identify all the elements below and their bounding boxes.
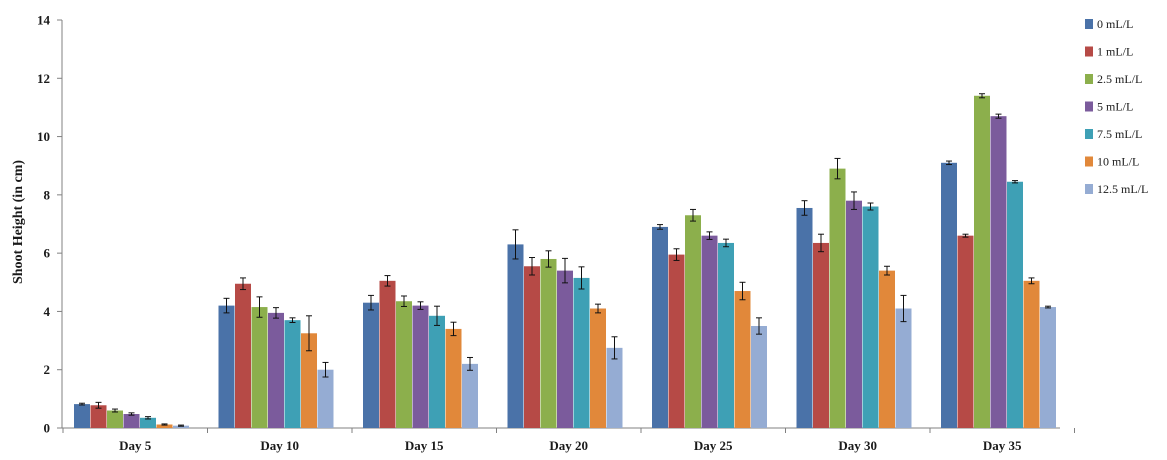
bar xyxy=(941,162,957,429)
bar xyxy=(813,242,829,428)
bar xyxy=(1007,181,1023,428)
bar xyxy=(412,305,429,428)
y-tick-label: 2 xyxy=(44,362,51,377)
legend-label: 5 mL/L xyxy=(1097,100,1133,114)
bar xyxy=(90,405,107,428)
y-tick-label: 0 xyxy=(44,421,51,436)
bar xyxy=(462,363,478,428)
bar xyxy=(701,235,718,428)
legend-label: 2.5 mL/L xyxy=(1097,72,1142,86)
bar xyxy=(301,333,317,428)
bar xyxy=(429,315,445,428)
y-tick-label: 14 xyxy=(37,13,51,28)
bar xyxy=(74,404,90,428)
x-tick-label: Day 15 xyxy=(405,438,444,453)
bar xyxy=(796,207,813,428)
x-tick-label: Day 10 xyxy=(260,438,299,453)
y-tick-label: 4 xyxy=(44,304,51,319)
y-tick-label: 10 xyxy=(37,129,50,144)
bar xyxy=(879,270,895,428)
legend-swatch xyxy=(1085,101,1093,112)
bar xyxy=(590,308,606,428)
bar xyxy=(573,277,590,428)
bar xyxy=(734,291,751,428)
bar xyxy=(251,307,268,428)
bar xyxy=(829,168,846,428)
bar xyxy=(284,320,301,428)
bar xyxy=(507,244,524,428)
bar xyxy=(363,302,379,428)
y-tick-label: 12 xyxy=(37,71,50,86)
bar xyxy=(218,305,235,428)
legend-label: 12.5 mL/L xyxy=(1097,182,1148,196)
y-tick-label: 8 xyxy=(44,187,51,202)
bar xyxy=(685,215,701,428)
bar xyxy=(718,242,734,428)
bar xyxy=(140,417,156,428)
legend-label: 1 mL/L xyxy=(1097,45,1133,59)
bar xyxy=(123,414,140,428)
bar xyxy=(235,283,251,428)
bar xyxy=(974,95,990,429)
bar xyxy=(668,254,685,428)
legend-swatch xyxy=(1085,19,1093,29)
bar xyxy=(445,328,462,428)
legend-swatch xyxy=(1085,129,1093,139)
bar xyxy=(862,206,879,428)
bar xyxy=(846,200,862,428)
x-tick-label: Day 5 xyxy=(119,438,152,453)
bar xyxy=(317,369,334,428)
bar xyxy=(957,235,974,428)
bar xyxy=(652,226,668,428)
bar xyxy=(379,280,396,428)
x-tick-label: Day 35 xyxy=(983,438,1022,453)
y-axis-title: Shoot Height (in cm) xyxy=(11,160,26,284)
bar xyxy=(156,424,173,428)
bar xyxy=(606,347,623,428)
x-tick-label: Day 30 xyxy=(838,438,877,453)
bar xyxy=(268,312,284,428)
bar xyxy=(540,258,557,428)
x-tick-label: Day 20 xyxy=(549,438,588,453)
x-tick-label: Day 25 xyxy=(694,438,733,453)
bar xyxy=(107,410,123,428)
legend-label: 10 mL/L xyxy=(1097,155,1139,169)
legend-label: 7.5 mL/L xyxy=(1097,127,1142,141)
bar xyxy=(524,266,540,428)
bar xyxy=(1040,307,1056,428)
bar xyxy=(557,270,573,428)
bar xyxy=(173,425,189,428)
legend-swatch xyxy=(1085,46,1093,57)
bar xyxy=(895,308,912,428)
bar xyxy=(990,116,1007,429)
legend-swatch xyxy=(1085,74,1093,84)
bar xyxy=(751,326,767,428)
bar xyxy=(1023,280,1040,428)
legend-label: 0 mL/L xyxy=(1097,17,1133,31)
y-tick-label: 6 xyxy=(44,246,51,261)
legend-swatch xyxy=(1085,184,1093,194)
bar xyxy=(396,301,412,428)
legend-swatch xyxy=(1085,156,1093,167)
